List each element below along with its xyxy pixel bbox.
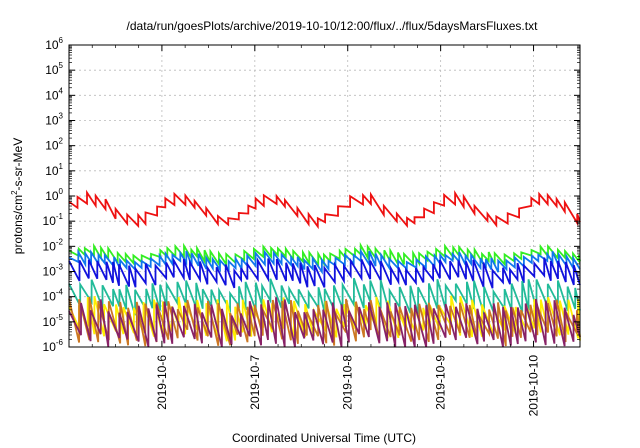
series-line — [68, 189, 581, 230]
y-tick-label-base: 10 — [45, 88, 59, 102]
y-tick-label-exponent: 1 — [59, 162, 64, 171]
y-tick-label-exponent: 0 — [59, 187, 64, 196]
y-tick-label: 102 — [45, 137, 63, 153]
y-tick-label: 10-2 — [43, 237, 64, 253]
y-axis-label: protons/cm2-s-sr-MeV — [10, 138, 25, 254]
y-tick-label-exponent: 3 — [59, 112, 64, 121]
y-tick-label-base: 10 — [45, 189, 59, 203]
y-tick-label-exponent: -3 — [56, 263, 64, 272]
y-tick-label-base: 10 — [43, 214, 57, 228]
x-tick-label: 2019-10-7 — [248, 355, 262, 410]
y-tick-label-base: 10 — [43, 239, 57, 253]
y-tick-label-base: 10 — [45, 139, 59, 153]
y-ticks: 10-610-510-410-310-210-11001011021031041… — [43, 36, 580, 354]
y-tick-label: 10-5 — [43, 313, 64, 329]
series-line — [68, 297, 581, 348]
y-tick-label-base: 10 — [45, 38, 59, 52]
y-axis-label-sup: 2 — [10, 190, 19, 195]
y-tick-label: 104 — [45, 86, 63, 102]
y-tick-label: 105 — [45, 61, 63, 77]
y-tick-label: 10-3 — [43, 263, 64, 279]
y-tick-label: 10-1 — [43, 212, 64, 228]
series-line — [68, 248, 581, 275]
y-tick-label-exponent: -5 — [56, 313, 64, 322]
y-tick-label: 101 — [45, 162, 63, 178]
series-line — [68, 296, 581, 347]
y-tick-label-exponent: -4 — [56, 288, 64, 297]
y-axis-label-base: protons/cm — [11, 195, 25, 254]
y-tick-label-exponent: -6 — [56, 338, 64, 347]
y-tick-label-base: 10 — [43, 340, 57, 354]
y-tick-label: 10-6 — [43, 338, 64, 354]
series-group — [68, 189, 581, 348]
x-tick-label: 2019-10-6 — [155, 355, 169, 410]
y-tick-label-base: 10 — [43, 290, 57, 304]
y-tick-label-base: 10 — [45, 114, 59, 128]
y-tick-label-base: 10 — [45, 63, 59, 77]
x-tick-label: 2019-10-8 — [341, 355, 355, 410]
y-tick-label: 100 — [45, 187, 63, 203]
y-tick-label-exponent: 4 — [59, 86, 64, 95]
y-tick-label-exponent: 2 — [59, 137, 64, 146]
x-tick-label: 2019-10-10 — [527, 355, 541, 417]
y-tick-label-base: 10 — [43, 265, 57, 279]
y-tick-label: 106 — [45, 36, 63, 52]
y-tick-label: 10-4 — [43, 288, 64, 304]
chart-title: /data/run/goesPlots/archive/2019-10-10/1… — [127, 19, 539, 33]
x-ticks: 2019-10-6 2019-10-7 2019-10-8 2019-10-9 2019… — [91, 45, 558, 417]
y-axis-label-rest: -s-sr-MeV — [11, 138, 25, 191]
y-tick-label-exponent: -1 — [56, 212, 64, 221]
series-line — [68, 256, 581, 289]
y-tick-label-base: 10 — [43, 315, 57, 329]
y-tick-label-exponent: -2 — [56, 237, 64, 246]
y-tick-label-base: 10 — [45, 164, 59, 178]
series-line — [68, 277, 581, 316]
y-tick-label-exponent: 6 — [59, 36, 64, 45]
x-tick-label: 2019-10-9 — [434, 355, 448, 410]
y-tick-label: 103 — [45, 112, 63, 128]
x-axis-label: Coordinated Universal Time (UTC) — [232, 431, 416, 445]
y-tick-label-exponent: 5 — [59, 61, 64, 70]
